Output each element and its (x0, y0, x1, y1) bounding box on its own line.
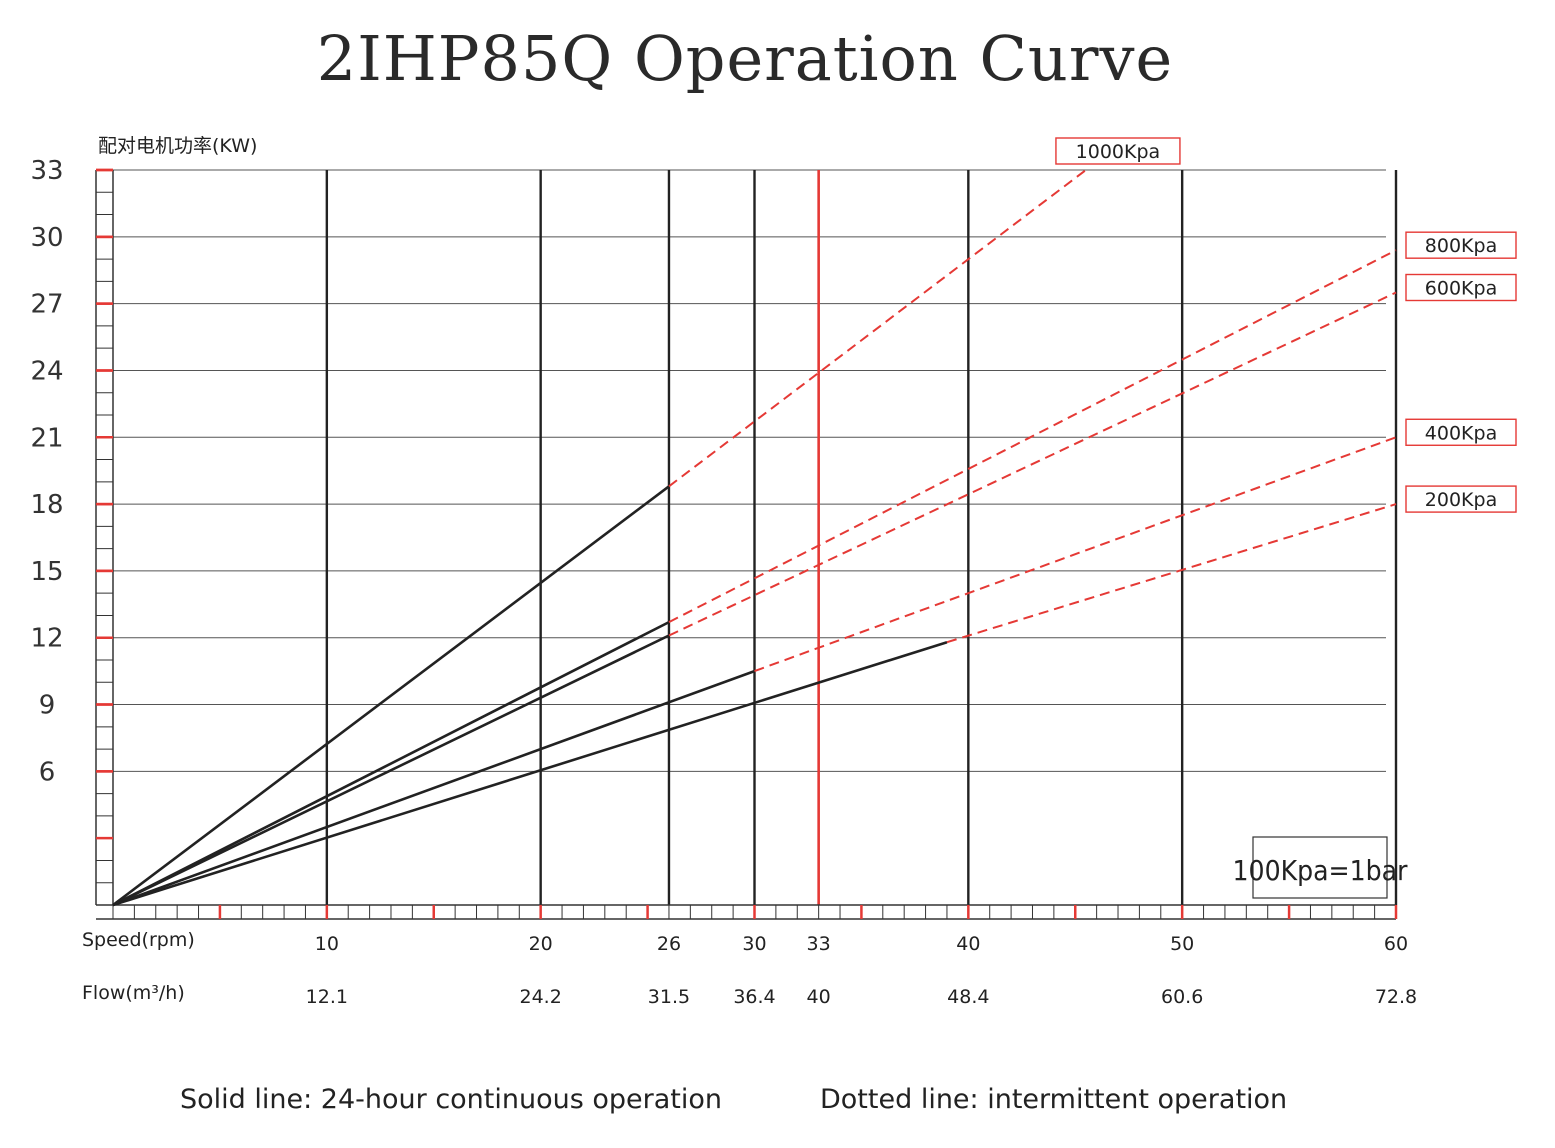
flow-tick-label: 60.6 (1161, 986, 1203, 1008)
flow-row-label: Flow(m³/h) (82, 982, 185, 1004)
series-dashed-400Kpa (754, 436, 1397, 673)
series-label-box (1055, 137, 1181, 165)
y-tick-label: 21 (30, 423, 63, 453)
series-dashed-1000Kpa (668, 169, 1087, 488)
series-label-text: 1000Kpa (1076, 141, 1161, 163)
series-label-1000Kpa: 1000Kpa (1055, 137, 1181, 165)
series-solid-200Kpa (112, 640, 948, 907)
series-label-text: 400Kpa (1425, 422, 1497, 444)
series-label-text: 800Kpa (1425, 235, 1497, 257)
series-dashed-800Kpa (668, 249, 1397, 623)
y-tick-label: 24 (30, 356, 63, 386)
speed-tick-label: 30 (742, 933, 766, 955)
series-solid-600Kpa (112, 634, 670, 907)
flow-tick-label: 12.1 (306, 986, 348, 1008)
series-label-800Kpa: 800Kpa (1405, 231, 1517, 259)
speed-tick-label: 40 (956, 933, 980, 955)
speed-tick-label: 50 (1170, 933, 1194, 955)
series-label-400Kpa: 400Kpa (1405, 418, 1517, 446)
speed-tick-label: 26 (657, 933, 681, 955)
series-label-text: 600Kpa (1425, 278, 1497, 300)
series-label-box (1405, 273, 1517, 302)
series-solid-1000Kpa (112, 485, 670, 907)
axis-layer (95, 168, 1398, 920)
flow-tick-label: 36.4 (733, 986, 775, 1008)
y-tick-label: 12 (30, 624, 63, 654)
series-solid-800Kpa (112, 620, 670, 907)
series-label-box (1405, 418, 1517, 446)
unit-note-box: 100Kpa=1bar (1233, 836, 1409, 899)
flow-tick-label: 72.8 (1375, 986, 1417, 1008)
y-tick-label: 30 (30, 223, 63, 253)
chart-title: 2IHP85Q Operation Curve (316, 22, 1174, 95)
flow-tick-label: 24.2 (520, 986, 562, 1008)
y-tick-label: 15 (30, 557, 63, 587)
grid-layer (113, 169, 1398, 905)
label-layer: 33 30 27 24 21 18 15 12 9 6 10 12.1 20 24.2 26 31.5 30 36… (30, 137, 1517, 1008)
y-tick-label: 6 (39, 757, 56, 787)
series-layer (112, 169, 1397, 907)
y-axis-label: 配对电机功率(KW) (98, 135, 257, 157)
flow-tick-label: 31.5 (648, 986, 690, 1008)
flow-tick-label: 48.4 (947, 986, 989, 1008)
series-label-600Kpa: 600Kpa (1405, 273, 1517, 302)
y-tick-label: 33 (30, 156, 63, 186)
speed-tick-label: 60 (1384, 933, 1408, 955)
y-tick-label: 9 (39, 691, 56, 721)
speed-row-label: Speed(rpm) (82, 929, 195, 951)
y-tick-label: 27 (30, 290, 63, 320)
speed-tick-label: 33 (807, 933, 831, 955)
series-solid-400Kpa (112, 669, 755, 907)
unit-note: 100Kpa=1bar (1233, 854, 1409, 887)
flow-tick-label: 40 (807, 986, 831, 1008)
series-dashed-600Kpa (668, 291, 1397, 637)
series-label-text: 200Kpa (1425, 489, 1497, 511)
speed-tick-label: 20 (529, 933, 553, 955)
speed-tick-label: 10 (315, 933, 339, 955)
y-tick-label: 18 (30, 490, 63, 520)
series-label-box (1405, 231, 1517, 259)
series-label-box (1405, 485, 1517, 513)
series-dashed-200Kpa (946, 503, 1397, 644)
legend-dotted: Dotted line: intermittent operation (820, 1084, 1288, 1115)
series-label-200Kpa: 200Kpa (1405, 485, 1517, 513)
legend-solid: Solid line: 24-hour continuous operation (180, 1084, 723, 1115)
